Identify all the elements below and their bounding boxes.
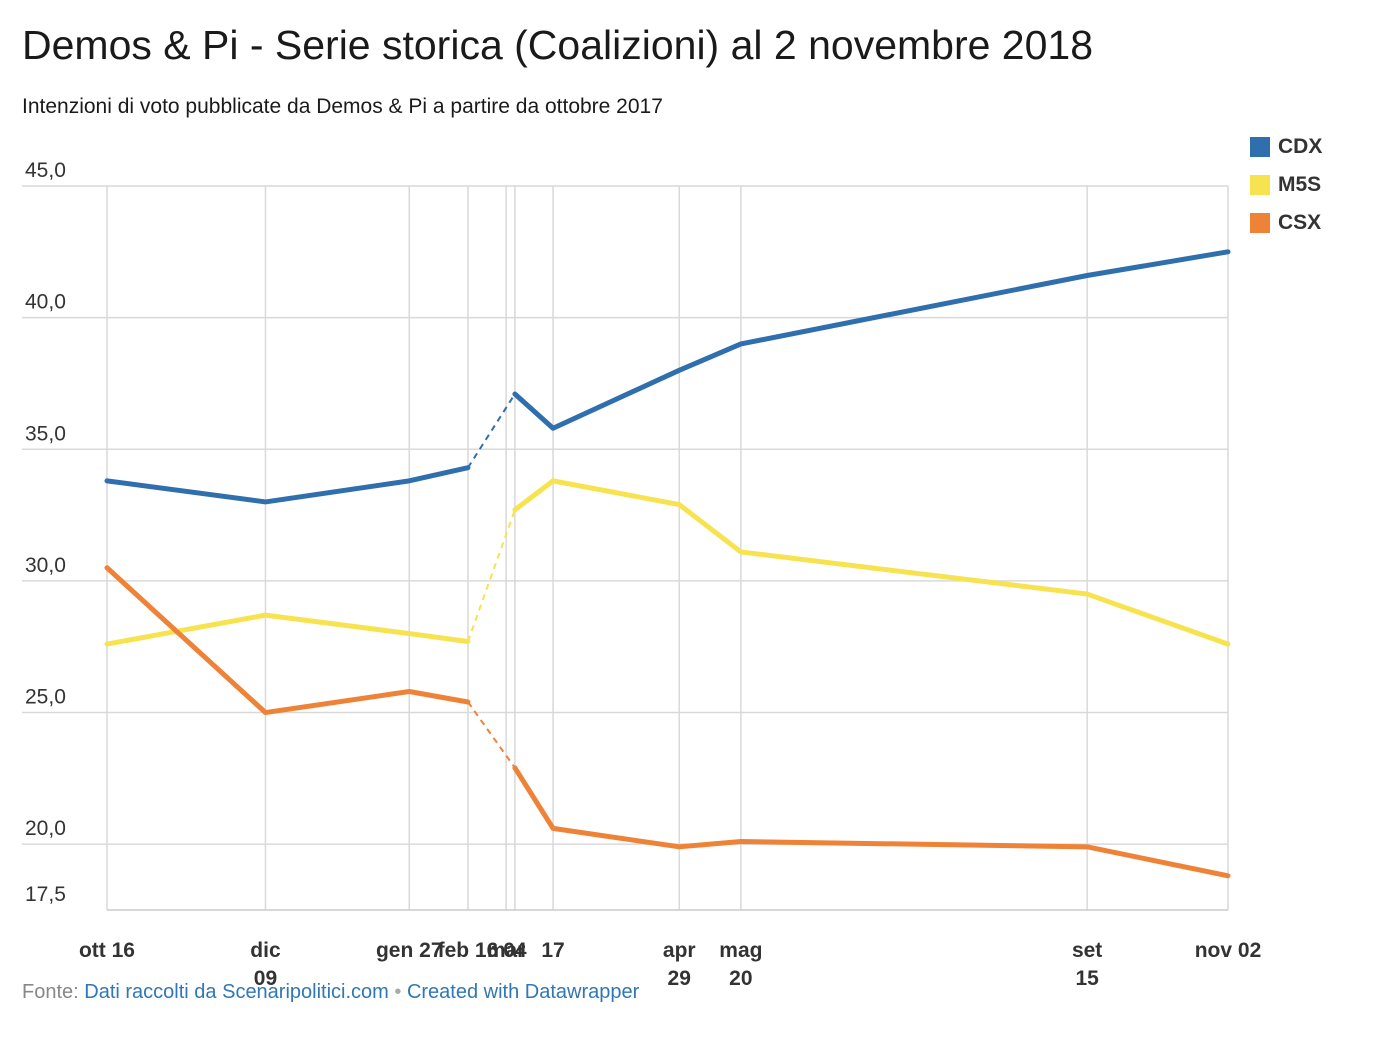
source-link[interactable]: Dati raccolti da Scenaripolitici.com <box>84 981 389 1003</box>
series-gap-csx <box>467 701 516 769</box>
series-gap-cdx <box>467 393 516 469</box>
x-tick-label: apr <box>663 939 696 962</box>
legend-swatch-m5s <box>1250 175 1270 195</box>
x-tick-label: mag <box>719 939 762 962</box>
legend-item-m5s: M5S <box>1250 166 1322 204</box>
series-line-csx <box>104 565 471 716</box>
x-tick-label: 04 <box>503 939 527 962</box>
legend-label-cdx: CDX <box>1278 135 1323 158</box>
x-tick-label: dic <box>250 939 281 962</box>
y-tick-label: 30,0 <box>25 554 66 577</box>
x-tick-label: nov 02 <box>1195 939 1262 962</box>
legend-item-csx: CSX <box>1250 204 1322 242</box>
chart-legend: CDX M5S CSX <box>1250 128 1322 242</box>
x-tick-label: 15 <box>1075 967 1099 990</box>
series-line-cdx <box>512 249 1231 431</box>
footer-separator: • <box>388 981 407 1003</box>
x-tick-label: mar <box>487 939 526 962</box>
y-tick-label: 20,0 <box>25 817 66 840</box>
y-tick-label: 25,0 <box>25 686 66 709</box>
legend-item-cdx: CDX <box>1250 128 1322 166</box>
x-tick-label: 17 <box>541 939 564 962</box>
series-line-csx <box>512 765 1231 879</box>
x-tick-label: feb 16 <box>438 939 499 962</box>
legend-label-m5s: M5S <box>1278 173 1322 196</box>
legend-swatch-cdx <box>1250 137 1270 157</box>
x-tick-label: 29 <box>668 967 691 990</box>
series-line-m5s <box>512 478 1231 647</box>
series-line-cdx <box>104 465 471 505</box>
y-tick-label: 35,0 <box>25 422 66 445</box>
chart-footer: Fonte: Dati raccolti da Scenaripolitici.… <box>22 981 639 1004</box>
chart-title: Demos & Pi - Serie storica (Coalizioni) … <box>22 22 1094 68</box>
chart-subtitle: Intenzioni di voto pubblicate da Demos &… <box>22 95 663 118</box>
x-tick-label: 09 <box>254 967 277 990</box>
legend-label-csx: CSX <box>1278 211 1322 234</box>
y-tick-label: 45,0 <box>25 159 66 182</box>
y-tick-label: 17,5 <box>25 883 66 906</box>
datawrapper-link[interactable]: Created with Datawrapper <box>406 981 640 1003</box>
y-tick-label: 40,0 <box>25 291 66 314</box>
footer-prefix: Fonte: <box>22 981 85 1003</box>
x-tick-label: set <box>1072 939 1102 962</box>
series-gap-m5s <box>467 509 516 642</box>
legend-swatch-csx <box>1250 213 1270 233</box>
series-line-m5s <box>104 612 471 647</box>
x-tick-label: gen 27 <box>376 939 443 962</box>
x-tick-label: 20 <box>729 967 752 990</box>
x-tick-label: ott 16 <box>79 939 135 962</box>
